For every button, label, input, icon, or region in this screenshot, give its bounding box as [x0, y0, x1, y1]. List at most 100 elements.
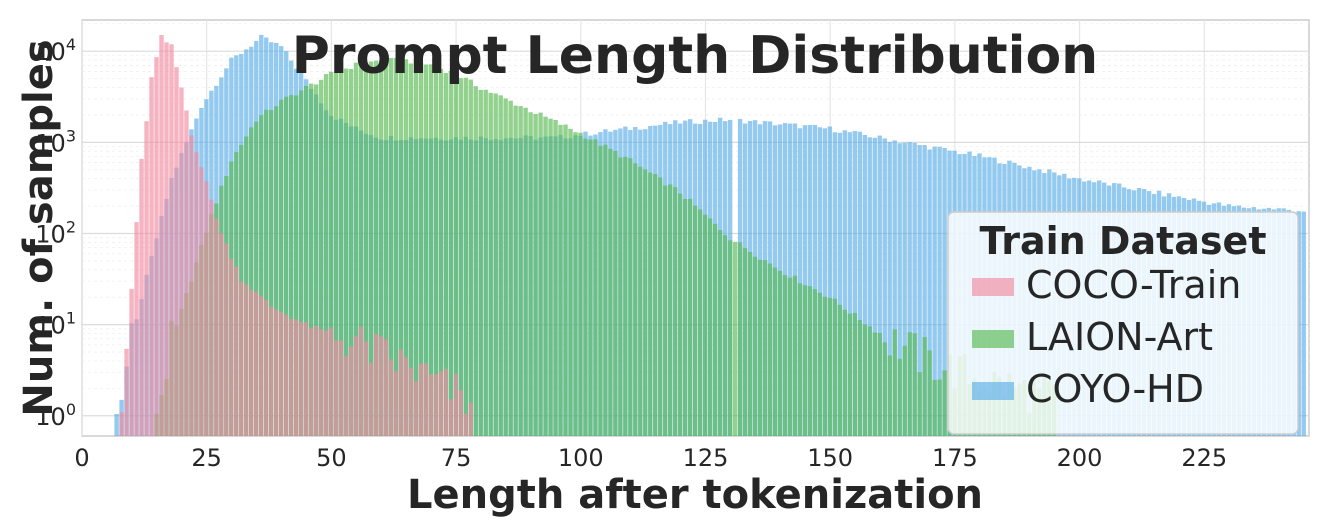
bar [214, 218, 219, 436]
bar [368, 61, 374, 436]
bar [663, 185, 668, 436]
bar [333, 72, 339, 436]
bar [433, 66, 439, 436]
bar [832, 132, 838, 436]
bar [583, 138, 588, 436]
bar [523, 107, 528, 437]
bar [817, 127, 823, 436]
bar [363, 341, 369, 436]
bar [478, 89, 483, 436]
bar [154, 57, 159, 436]
bar [643, 169, 648, 436]
bar [563, 124, 568, 436]
bar [139, 158, 144, 436]
bar [897, 143, 902, 436]
bar [259, 115, 264, 436]
bar [892, 140, 897, 436]
bar [817, 292, 823, 436]
bar [373, 60, 379, 437]
series-coco-train [119, 35, 473, 437]
bar [159, 35, 164, 437]
bar [603, 144, 608, 436]
bar [149, 77, 154, 436]
bar [782, 275, 788, 436]
y-tick-labels: 100 101 102 103 104 [35, 35, 76, 431]
x-tick-label: 150 [807, 444, 853, 472]
bar [822, 296, 828, 436]
bar [608, 148, 613, 436]
bar [618, 157, 623, 436]
bar [762, 260, 768, 436]
bar [179, 87, 184, 436]
bar [279, 312, 284, 436]
bar [443, 368, 449, 436]
bar [308, 83, 314, 437]
bar [737, 242, 743, 436]
y-tick-label: 104 [35, 35, 76, 66]
bar [638, 166, 643, 436]
bar [518, 106, 523, 436]
bar [882, 342, 887, 436]
bar [693, 205, 698, 436]
bar [623, 156, 628, 436]
bar [742, 248, 748, 436]
bar [288, 319, 294, 436]
bar [313, 84, 319, 436]
bar [797, 283, 803, 436]
bar [308, 327, 314, 436]
bar [937, 146, 942, 436]
bar [673, 187, 678, 436]
bar [533, 113, 538, 437]
bar [293, 95, 299, 436]
legend-title: Train Dataset [980, 219, 1267, 263]
bar [917, 145, 922, 437]
bar [932, 146, 937, 437]
bar [927, 149, 932, 436]
bar [927, 350, 932, 436]
bar [224, 243, 229, 436]
bar [832, 298, 838, 436]
bar [558, 124, 563, 437]
bar [668, 184, 673, 436]
bar [857, 131, 862, 436]
legend-swatch [972, 330, 1014, 348]
bar [493, 93, 498, 436]
bar [164, 42, 169, 437]
bar [707, 218, 713, 436]
bar [628, 158, 633, 437]
bar [388, 359, 394, 436]
bar [373, 333, 379, 436]
x-tick-label: 225 [1181, 444, 1227, 472]
x-tick-label: 25 [191, 444, 222, 472]
bar [807, 286, 813, 436]
bar [752, 256, 758, 436]
bar [578, 132, 583, 436]
bar [448, 70, 453, 437]
bar [343, 68, 349, 437]
bar [274, 106, 279, 436]
bar [358, 326, 364, 436]
bar [877, 332, 882, 436]
bar [418, 62, 424, 437]
bar [398, 62, 404, 437]
bar [902, 142, 907, 437]
x-tick-label: 50 [316, 444, 347, 472]
bar [812, 124, 818, 437]
bar [438, 371, 444, 436]
bar [199, 167, 204, 436]
bar [867, 326, 872, 436]
bar [333, 340, 339, 436]
y-tick-label: 101 [35, 309, 76, 340]
bar [732, 241, 738, 436]
bar [413, 381, 419, 436]
y-tick-label: 102 [35, 217, 76, 248]
bar [688, 198, 693, 436]
x-tick-label: 75 [441, 444, 472, 472]
bar [393, 57, 399, 437]
bar [932, 379, 937, 436]
bar [368, 363, 374, 436]
bar [169, 44, 174, 437]
bar [413, 59, 419, 436]
bar [902, 345, 907, 436]
